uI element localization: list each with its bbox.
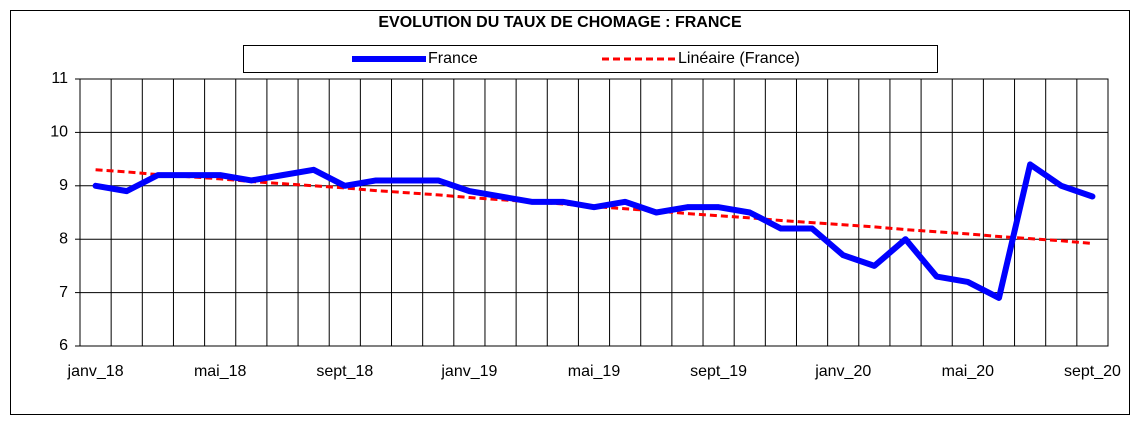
y-tick-label: 7: [59, 284, 68, 301]
data-line: [92, 161, 1096, 301]
y-tick-label: 6: [59, 337, 68, 354]
x-tick-label: sept_18: [316, 363, 373, 380]
y-tick-label: 11: [51, 70, 68, 87]
y-tick-label: 8: [59, 230, 68, 247]
x-tick-label: janv_19: [440, 363, 497, 380]
x-tick-label: janv_20: [814, 363, 871, 380]
plot-border: [79, 78, 1109, 347]
legend: [243, 45, 938, 73]
chart-title: EVOLUTION DU TAUX DE CHOMAGE : FRANCE: [378, 14, 742, 31]
x-tick-label: mai_19: [568, 363, 621, 380]
x-tick-label: sept_19: [690, 363, 747, 380]
y-tick-label: 10: [50, 124, 68, 141]
x-tick-label: mai_20: [942, 363, 995, 380]
x-tick-label: janv_18: [67, 363, 124, 380]
legend-label: Linéaire (France): [678, 50, 800, 67]
legend-label: France: [428, 50, 478, 67]
x-tick-label: sept_20: [1064, 363, 1121, 380]
plot-area: [80, 79, 1108, 346]
y-tick-label: 9: [59, 177, 68, 194]
x-tick-label: mai_18: [194, 363, 247, 380]
